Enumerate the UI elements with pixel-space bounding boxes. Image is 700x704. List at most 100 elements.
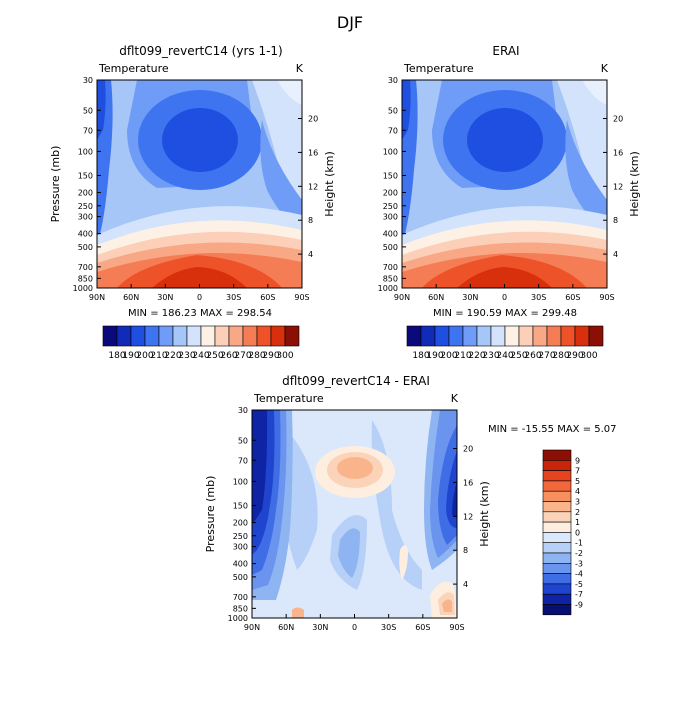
colorbar-swatch [256,325,272,347]
colorbar-swatch [542,542,572,554]
panel-obs: ERAI Temperature K 305070100150200250300… [378,44,641,319]
panel-model: dflt099_revertC14 (yrs 1-1) Temperature … [49,44,336,319]
y-tick-label: 1000 [73,284,93,293]
colorbar-swatch [420,325,436,347]
y-tick-label: 400 [78,230,93,239]
y-tick-label: 700 [78,263,93,272]
y-right-tick-label: 4 [308,250,313,259]
y-tick-label: 50 [388,106,398,115]
x-tick-label: 60S [565,293,580,302]
y-tick-label: 150 [383,171,398,180]
y-tick-label: 300 [233,543,248,552]
colorbar-swatch [130,325,146,347]
colorbar-swatch [158,325,174,347]
y-tick-label: 850 [383,274,398,283]
colorbar-swatch [116,325,132,347]
colorbar-swatch [542,470,572,482]
colorbar-swatch [504,325,520,347]
y-tick-label: 30 [83,76,93,85]
y-right-tick-label: 20 [463,445,473,454]
colorbar-label: -1 [575,539,583,548]
colorbar-label: 300 [580,351,597,361]
y-right-tick-label: 12 [613,182,623,191]
x-tick-label: 0 [197,293,202,302]
y-tick-label: 200 [78,189,93,198]
colorbar-label: 290 [566,351,583,361]
x-tick-label: 60N [278,623,294,632]
stats-text: MIN = 186.23 MAX = 298.54 [128,308,272,319]
y-axis-label-right: Height (km) [478,481,491,547]
colorbar-label: 220 [468,351,485,361]
colorbar-swatch [542,532,572,544]
y-axis-label: Pressure (mb) [204,476,217,553]
y-tick-label: 700 [383,263,398,272]
colorbar-label: 180 [108,351,125,361]
colorbar-label: 290 [262,351,279,361]
y-tick-label: 250 [78,202,93,211]
colorbar-label: -5 [575,580,583,589]
colorbar-label: 190 [122,351,139,361]
colorbar-label: 230 [482,351,499,361]
x-tick-label: 30N [312,623,328,632]
x-tick-label: 30N [157,293,173,302]
colorbar-swatch [448,325,464,347]
colorbar-label: 230 [178,351,195,361]
colorbar-swatch [518,325,534,347]
colorbar-swatch [228,325,244,347]
y-tick-label: 70 [388,126,398,135]
y-axis-label-right: Height (km) [628,151,641,217]
colorbar-label: 280 [552,351,569,361]
colorbar-label: -9 [575,601,583,610]
colorbar-label: -7 [575,590,583,599]
colorbar-label: 9 [575,456,580,465]
stats-text: MIN = 190.59 MAX = 299.48 [433,308,577,319]
x-tick-label: 90N [89,293,105,302]
y-tick-label: 250 [233,532,248,541]
y-right-tick-label: 8 [613,216,618,225]
colorbar-swatch [242,325,258,347]
colorbar-swatch [542,449,572,461]
colorbar-label: 7 [575,467,580,476]
y-axis-label: Pressure (mb) [49,146,62,223]
colorbar-swatch [406,325,422,347]
colorbar-swatch [490,325,506,347]
x-tick-label: 60S [260,293,275,302]
y-right-tick-label: 12 [308,182,318,191]
colorbar-swatch [214,325,230,347]
colorbar-swatch [542,573,572,585]
colorbar-label: 250 [510,351,527,361]
colorbar-label: -2 [575,549,583,558]
y-tick-label: 100 [383,147,398,156]
y-tick-label: 850 [233,604,248,613]
y-tick-label: 30 [238,406,248,415]
colorbar-swatch [542,563,572,574]
colorbar-label: 240 [192,351,209,361]
colorbar-label: 240 [496,351,513,361]
y-right-tick-label: 16 [463,478,473,487]
x-tick-label: 90N [244,623,260,632]
colorbar-swatch [542,511,572,523]
x-tick-label: 0 [352,623,357,632]
colorbar-swatch [574,325,590,347]
colorbar-swatch [476,325,492,347]
x-tick-label: 60N [428,293,444,302]
y-right-tick-label: 4 [463,580,468,589]
colorbar-label: 200 [136,351,153,361]
contour-field [402,80,607,288]
panel-subtitle-left: Temperature [98,62,169,75]
colorbar-label: 200 [440,351,457,361]
y-axis-label-right: Height (km) [323,151,336,217]
y-tick-label: 1000 [228,614,248,623]
y-right-tick-label: 8 [308,216,313,225]
colorbar-label: 180 [412,351,429,361]
y-tick-label: 70 [238,456,248,465]
y-right-tick-label: 20 [308,115,318,124]
contour-field [252,410,457,618]
colorbar-label: 4 [575,487,580,496]
y-tick-label: 200 [383,189,398,198]
x-tick-label: 30N [462,293,478,302]
colorbar-swatch [542,490,572,502]
